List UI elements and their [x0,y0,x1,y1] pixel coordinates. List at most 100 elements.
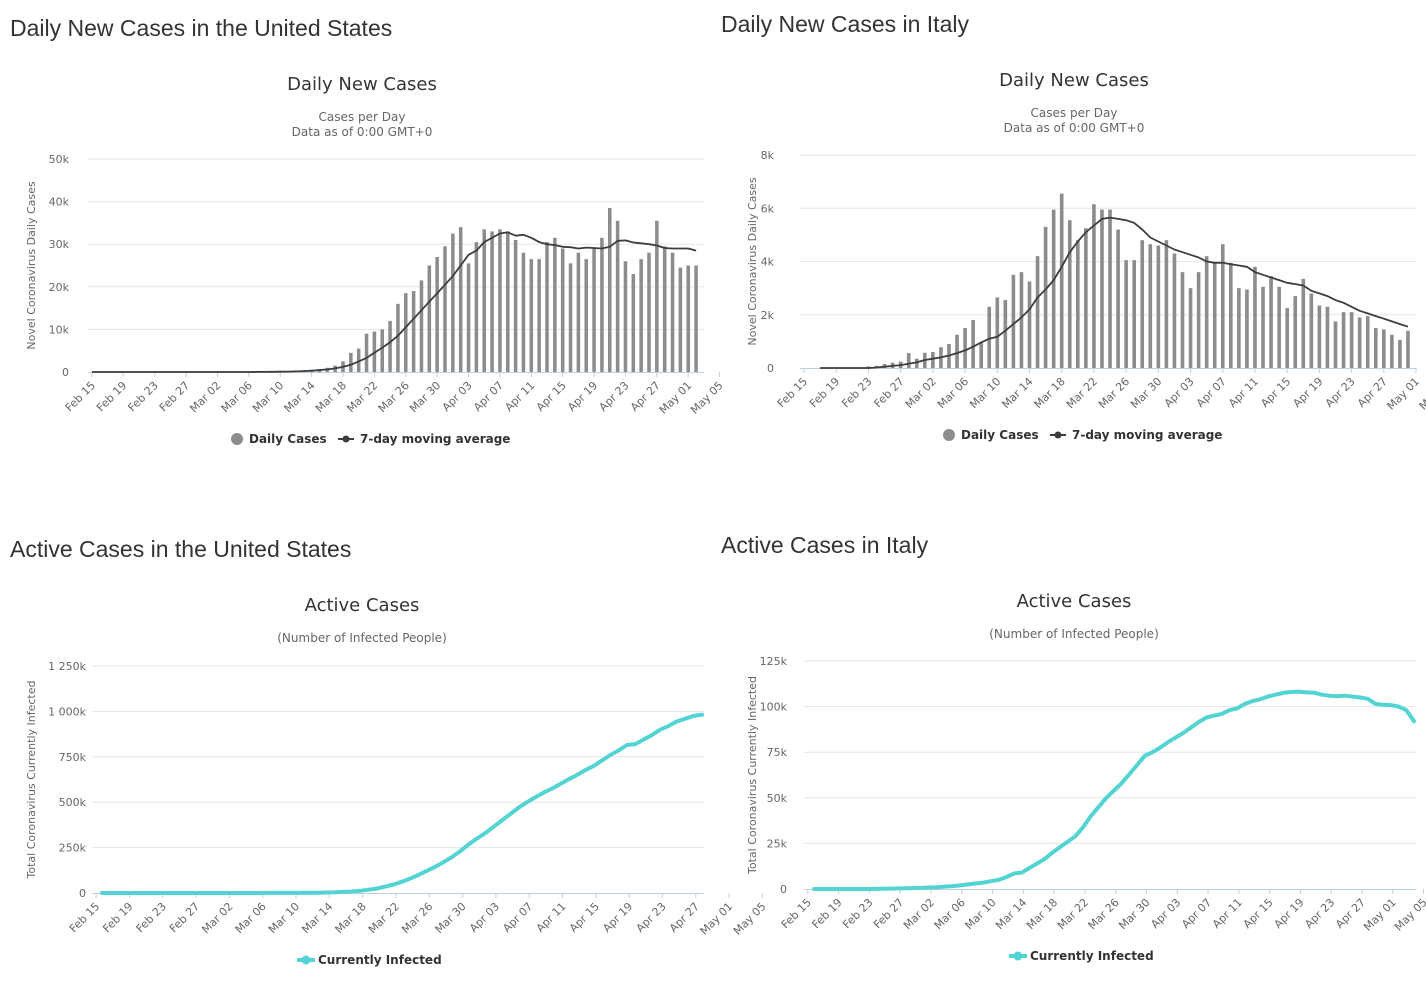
daily-case-bar [1245,289,1249,368]
daily-case-bar [1293,296,1298,368]
chart-subtitle: (Number of Infected People) [277,631,447,645]
x-tick-label: Feb 23 [839,375,874,410]
chart-subtitle: Cases per Day [1031,106,1118,120]
moving-average-line [91,231,697,373]
y-tick-label: 10k [49,323,70,336]
y-tick-label: 40k [49,196,70,209]
daily-case-bar [1317,305,1322,368]
x-tick-label: Feb 19 [100,900,135,935]
daily-case-bar [694,265,698,372]
x-tick-label: Mar 22 [1064,375,1100,411]
y-tick-label: 50k [49,153,70,166]
x-tick-label: Mar 26 [1086,896,1122,932]
x-tick-label: Mar 06 [219,379,255,415]
daily-case-bar [1341,312,1346,368]
daily-case-bar [1390,334,1394,368]
daily-case-bar [380,329,384,372]
daily-case-bar [1285,308,1289,368]
x-tick-label: Apr 19 [1290,375,1325,410]
us-active-cases-chart: Active Cases (Number of Infected People) 0… [25,595,769,967]
daily-case-bar [1076,240,1080,368]
daily-case-bar [1204,256,1209,368]
daily-case-bar [1261,286,1265,368]
x-tick-label: Mar 06 [935,375,971,411]
legend-label-daily: Daily Cases [249,432,327,446]
chart-title: Daily New Cases [287,74,437,95]
daily-case-bar [537,259,541,372]
section-title-it-active: Active Cases in Italy [721,532,929,558]
x-tick-label: Apr 15 [1258,375,1293,410]
daily-case-bar [568,263,573,372]
daily-case-bar [1011,274,1016,368]
daily-case-bar [1212,262,1217,368]
section-title-us-active: Active Cases in the United States [10,536,352,562]
x-tick-label: Feb 27 [157,379,192,414]
daily-case-bar [1309,293,1314,368]
y-tick-label: 750k [59,751,87,764]
x-tick-label: Mar 30 [1128,375,1164,411]
daily-case-bar [1196,272,1201,368]
daily-case-bar [466,263,471,372]
x-tick-label: Apr 07 [471,379,506,414]
x-tick-label: Apr 19 [600,900,635,935]
y-tick-label: 75k [767,746,788,759]
daily-case-bar [987,306,992,368]
x-tick-label: May 01 [1384,375,1422,413]
daily-case-bar [356,348,361,372]
x-tick-label: Apr 23 [1323,375,1358,410]
daily-case-bar [584,259,588,372]
x-tick-label: Mar 10 [250,379,286,415]
chart-title: Daily New Cases [999,70,1149,91]
x-tick-label: Mar 22 [366,900,402,936]
daily-case-bar [427,265,432,372]
daily-case-bar [435,256,439,372]
x-tick-label: Mar 22 [344,379,380,415]
daily-case-bar [404,293,408,372]
x-tick-label: Apr 23 [597,379,632,414]
y-tick-label: 125k [760,655,788,668]
x-tick-label: Apr 19 [1272,896,1307,931]
daily-case-bar [678,267,683,372]
legend-marker-average [342,435,350,443]
x-tick-label: Apr 15 [1241,896,1276,931]
x-tick-label: Mar 14 [993,896,1029,932]
daily-case-bar [647,252,651,372]
daily-case-bar [592,248,596,372]
x-tick-label: Apr 27 [667,900,702,935]
daily-case-bar [1301,278,1306,368]
daily-case-bar [1108,209,1112,368]
daily-case-bar [1019,272,1024,368]
legend-marker-infected [1013,951,1023,961]
daily-case-bar [419,280,424,372]
x-tick-label: Mar 30 [1116,896,1152,932]
legend-marker-average [1054,431,1062,439]
x-tick-label: Mar 14 [299,900,335,936]
legend-marker-infected [301,955,311,965]
daily-case-bar [631,274,636,372]
daily-case-bar [1027,281,1032,368]
daily-case-bar [1229,262,1233,368]
daily-case-bar [458,227,463,372]
x-tick-label: Mar 18 [1032,375,1068,411]
daily-case-bar [529,259,534,372]
daily-case-bar [1148,244,1153,368]
x-tick-label: Mar 26 [399,900,435,936]
x-tick-label: Mar 14 [281,379,317,415]
chart-subtitle: Cases per Day [319,110,406,124]
legend-marker-daily [231,433,243,445]
chart-title: Active Cases [1017,591,1132,612]
daily-case-bar [1140,240,1145,368]
y-tick-label: 100k [760,701,788,714]
daily-case-bar [1373,328,1378,368]
daily-case-bar [506,231,510,372]
x-tick-label: Apr 03 [1162,375,1197,410]
x-tick-label: May 01 [657,379,695,417]
x-tick-label: Apr 03 [440,379,475,414]
daily-case-bar [1100,209,1104,368]
x-tick-label: Feb 15 [63,379,98,414]
chart-subtitle: Data as of 0:00 GMT+0 [292,125,433,139]
x-tick-label: Feb 19 [807,375,842,410]
daily-case-bar [914,358,919,368]
daily-case-bar [1059,193,1064,368]
x-tick-label: Apr 15 [534,379,569,414]
